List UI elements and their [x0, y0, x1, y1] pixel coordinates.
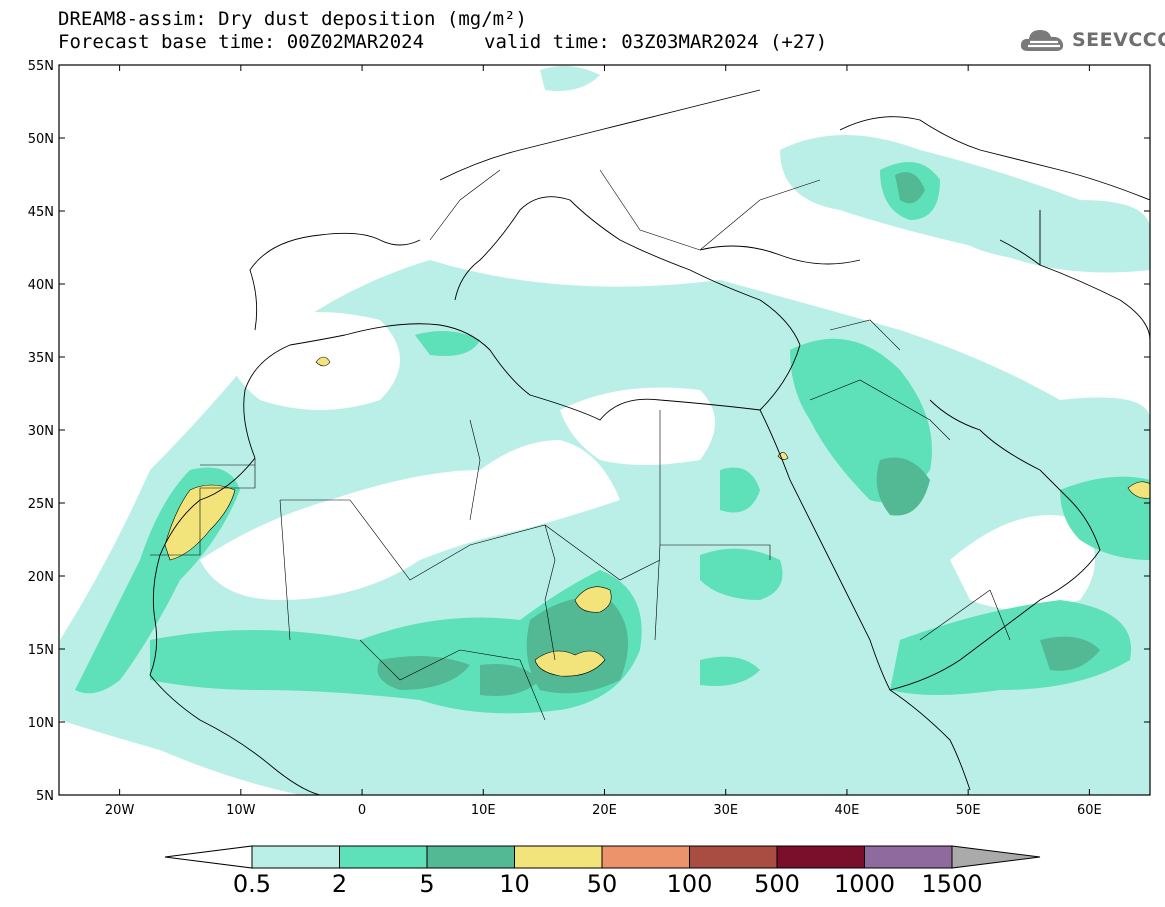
colorbar: 0.5 2 5 10 50 100 500 1000 1500	[164, 845, 1041, 898]
colorbar-bin	[689, 845, 778, 869]
colorbar-bin	[864, 845, 953, 869]
lat-tick-label: 25N	[28, 497, 54, 512]
lat-tick-label: 40N	[28, 278, 54, 293]
lat-tick-label: 10N	[28, 716, 54, 731]
lon-tick-label: 10W	[226, 803, 256, 818]
colorbar-under-triangle	[164, 845, 253, 869]
colorbar-bin	[251, 845, 340, 869]
colorbar-bin	[426, 845, 515, 869]
colorbar-label: 10	[499, 870, 530, 898]
colorbar-label: 100	[667, 870, 713, 898]
colorbar-bin	[339, 845, 428, 869]
lon-tick-label: 10E	[471, 803, 496, 818]
forecast-base-time: Forecast base time: 00Z02MAR2024	[58, 31, 425, 53]
valid-time: valid time: 03Z03MAR2024 (+27)	[484, 31, 828, 53]
colorbar-label: 500	[754, 870, 800, 898]
lat-tick-label: 15N	[28, 643, 54, 658]
map-axes: 20W 10W 0 10E 20E 30E 40E 50E 60E 55N 50N 45N 40N 35N…	[28, 59, 1150, 818]
colorbar-label: 5	[419, 870, 434, 898]
colorbar-label: 1500	[921, 870, 982, 898]
seevccc-logo: SEEVCCC	[1018, 24, 1165, 56]
lat-tick-label: 30N	[28, 424, 54, 439]
lon-tick-label: 60E	[1077, 803, 1102, 818]
lat-tick-label: 45N	[28, 205, 54, 220]
coastlines	[149, 89, 1150, 795]
colorbar-label: 50	[587, 870, 618, 898]
lat-tick-label: 55N	[28, 59, 54, 74]
cloud-icon	[1020, 30, 1064, 51]
colorbar-bin	[514, 845, 603, 869]
country-borders	[150, 169, 1011, 721]
lat-tick-label: 20N	[28, 570, 54, 585]
lat-tick-label: 5N	[36, 789, 54, 804]
colorbar-bin	[601, 845, 690, 869]
lat-tick-label: 35N	[28, 351, 54, 366]
lon-tick-label: 40E	[835, 803, 860, 818]
colorbar-label: 2	[332, 870, 347, 898]
colorbar-over-triangle	[951, 845, 1041, 869]
map-title: DREAM8-assim: Dry dust deposition (mg/m²…	[58, 8, 527, 30]
lon-tick-label: 50E	[956, 803, 981, 818]
colorbar-label: 1000	[834, 870, 895, 898]
logo-text: SEEVCCC	[1072, 29, 1165, 51]
colorbar-bin	[776, 845, 865, 869]
lon-tick-label: 30E	[713, 803, 738, 818]
colorbar-label: 0.5	[233, 870, 271, 898]
lon-tick-label: 20W	[105, 803, 135, 818]
lon-tick-label: 0	[358, 803, 366, 818]
lat-tick-label: 50N	[28, 132, 54, 147]
dust-shading	[60, 66, 1150, 795]
lon-tick-label: 20E	[592, 803, 617, 818]
